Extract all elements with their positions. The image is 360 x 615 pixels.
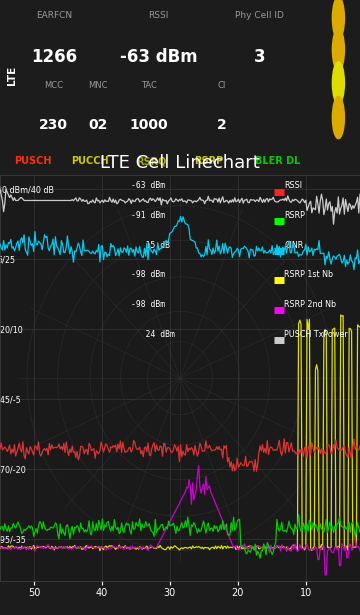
Text: MCC: MCC: [44, 81, 63, 90]
Text: PUCCH: PUCCH: [71, 156, 109, 167]
Text: -98 dBm: -98 dBm: [131, 270, 166, 279]
Text: BLER DL: BLER DL: [255, 156, 300, 167]
Text: RSRQ: RSRQ: [136, 156, 166, 167]
Text: Phy Cell ID: Phy Cell ID: [235, 10, 284, 20]
Text: RSRP 2nd Nb: RSRP 2nd Nb: [284, 300, 337, 309]
Text: -91 dBm: -91 dBm: [131, 211, 166, 220]
Circle shape: [332, 29, 345, 71]
Text: 2: 2: [217, 117, 227, 132]
Text: 230: 230: [39, 117, 68, 132]
Text: -63 dBm: -63 dBm: [120, 48, 197, 66]
Text: RSRP: RSRP: [284, 211, 305, 220]
Text: 3: 3: [254, 48, 266, 66]
Text: PUSCH TxPower: PUSCH TxPower: [284, 330, 348, 338]
Circle shape: [332, 0, 345, 39]
Text: CI: CI: [217, 81, 226, 90]
Text: 1266: 1266: [31, 48, 77, 66]
Title: LTE Cell Linechart: LTE Cell Linechart: [100, 154, 260, 172]
Text: EARFCN: EARFCN: [36, 10, 72, 20]
Text: 24 dBm: 24 dBm: [131, 330, 175, 338]
Text: PUSCH: PUSCH: [14, 156, 51, 167]
Text: RSSI: RSSI: [284, 181, 302, 191]
Text: CINR: CINR: [284, 240, 303, 250]
Circle shape: [332, 62, 345, 104]
Text: RSSI: RSSI: [148, 10, 168, 20]
Text: -63 dBm: -63 dBm: [131, 181, 166, 191]
Text: LTE: LTE: [7, 66, 17, 85]
Text: RSRP: RSRP: [194, 156, 224, 167]
Text: -98 dBm: -98 dBm: [131, 300, 166, 309]
Circle shape: [332, 97, 345, 138]
Text: 1000: 1000: [130, 117, 168, 132]
Text: 02: 02: [89, 117, 108, 132]
Text: MNC: MNC: [89, 81, 108, 90]
Text: 15 dB: 15 dB: [131, 240, 170, 250]
Text: TAC: TAC: [141, 81, 157, 90]
Text: RSRP 1st Nb: RSRP 1st Nb: [284, 270, 333, 279]
